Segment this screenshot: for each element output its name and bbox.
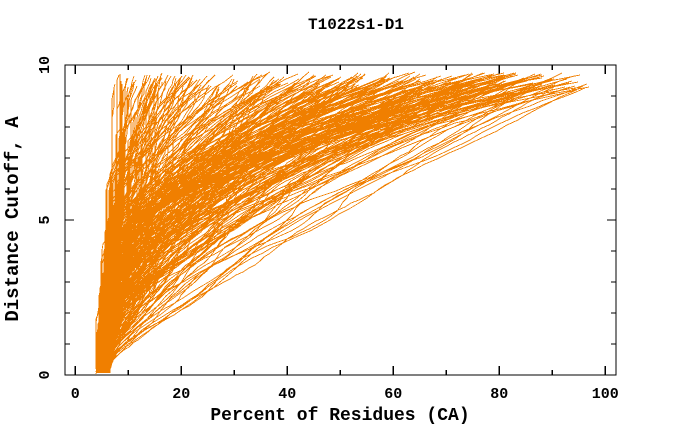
svg-text:60: 60 <box>384 386 402 403</box>
svg-text:40: 40 <box>278 386 296 403</box>
svg-text:10: 10 <box>37 56 54 74</box>
svg-text:80: 80 <box>490 386 508 403</box>
svg-text:20: 20 <box>172 386 190 403</box>
svg-text:0: 0 <box>37 370 54 379</box>
svg-text:5: 5 <box>37 215 54 224</box>
svg-text:0: 0 <box>71 386 80 403</box>
svg-text:100: 100 <box>592 386 619 403</box>
